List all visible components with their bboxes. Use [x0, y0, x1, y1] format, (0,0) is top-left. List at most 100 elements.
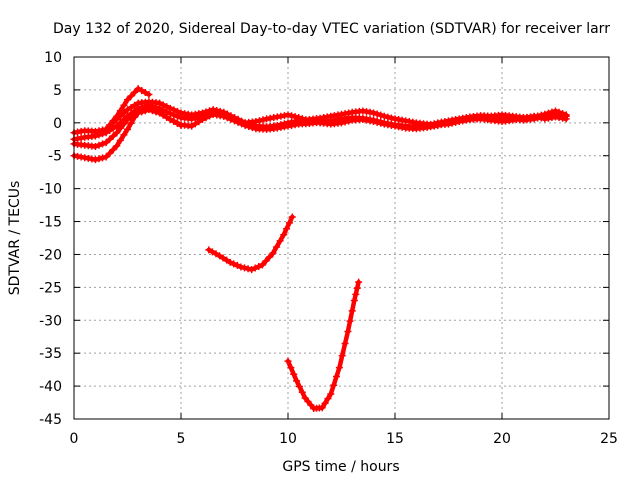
plus-marker	[120, 101, 128, 109]
plus-marker	[350, 297, 358, 305]
y-tick-label: -35	[39, 346, 62, 362]
plus-marker	[91, 131, 99, 139]
x-tick-label: 10	[279, 431, 297, 447]
plus-marker	[166, 116, 174, 124]
plus-marker	[170, 111, 178, 119]
plus-marker	[290, 370, 298, 378]
plus-marker	[537, 114, 545, 122]
plus-marker	[373, 118, 381, 126]
series-arc4	[70, 104, 185, 164]
plus-marker	[230, 260, 238, 268]
plus-marker	[124, 116, 131, 124]
plus-marker	[220, 112, 228, 120]
plus-marker	[223, 114, 231, 122]
plus-marker	[237, 263, 245, 271]
plus-marker	[307, 401, 315, 409]
plus-marker	[206, 112, 214, 120]
plus-marker	[127, 119, 135, 127]
plus-marker	[106, 149, 114, 157]
plus-marker	[116, 124, 124, 132]
plus-marker	[131, 88, 139, 96]
plus-marker	[348, 307, 356, 315]
y-tick-label: 0	[53, 116, 62, 132]
plus-marker	[434, 121, 442, 129]
y-tick-label: -25	[39, 280, 62, 296]
plus-marker	[262, 257, 270, 265]
plus-marker	[441, 120, 449, 128]
plus-marker	[530, 112, 538, 120]
plus-marker	[226, 258, 234, 266]
plus-marker	[131, 113, 139, 121]
plus-marker	[120, 131, 128, 139]
plus-marker	[302, 116, 310, 124]
plus-marker	[177, 121, 185, 129]
series-arc5	[91, 85, 153, 139]
plus-marker	[238, 118, 246, 126]
plus-marker	[170, 118, 178, 126]
plus-marker	[109, 146, 117, 154]
plus-marker	[377, 111, 385, 119]
plus-marker	[95, 129, 103, 137]
plus-marker	[124, 96, 131, 104]
plus-marker	[113, 122, 121, 130]
plus-marker	[99, 127, 107, 135]
plus-marker	[345, 117, 353, 125]
plus-marker	[198, 116, 206, 124]
plus-marker	[273, 243, 281, 251]
plus-marker	[562, 115, 570, 123]
plot-frame	[73, 56, 610, 420]
plus-marker	[138, 87, 146, 95]
plus-marker	[195, 118, 203, 126]
plus-marker	[166, 110, 174, 118]
plus-marker	[344, 327, 352, 335]
plus-marker	[252, 118, 260, 126]
plus-marker	[259, 116, 267, 124]
x-tick-label: 25	[600, 431, 618, 447]
y-tick-label: 5	[53, 83, 62, 99]
x-axis-label: GPS time / hours	[282, 459, 399, 475]
plus-marker	[384, 113, 392, 121]
plus-marker	[265, 253, 273, 261]
plus-marker	[284, 357, 292, 365]
plus-marker	[219, 254, 227, 262]
tick-labels: 0 5 10 15 20 25 10 5 0 -5 -10 -15 -20 -25 -30 -35 -40 -45	[39, 50, 618, 447]
plus-marker	[287, 364, 295, 372]
plus-marker	[91, 156, 99, 164]
plus-marker	[387, 114, 395, 122]
plus-marker	[298, 115, 306, 123]
plus-marker	[99, 154, 107, 162]
plus-marker	[251, 264, 259, 272]
plus-marker	[188, 122, 196, 130]
plus-marker	[341, 340, 349, 348]
plus-marker	[380, 112, 388, 120]
plus-marker	[352, 290, 360, 298]
plus-marker	[109, 124, 117, 132]
plus-marker	[330, 381, 338, 389]
x-tick-label: 15	[386, 431, 404, 447]
plus-marker	[141, 89, 149, 97]
plus-marker	[116, 107, 124, 115]
plus-marker	[152, 107, 160, 115]
plus-marker	[113, 129, 121, 137]
plus-marker	[240, 264, 248, 272]
plus-marker	[212, 250, 220, 258]
plus-marker	[102, 153, 110, 161]
plus-marker	[106, 135, 114, 143]
y-tick-label: -30	[39, 313, 62, 329]
plus-marker	[205, 246, 213, 254]
plus-marker	[346, 317, 354, 325]
plus-marker	[437, 121, 445, 129]
plus-marker	[127, 92, 135, 100]
y-tick-label: -20	[39, 247, 62, 263]
series-arc7	[284, 278, 363, 412]
plus-marker	[338, 119, 345, 127]
plus-marker	[141, 105, 149, 113]
plus-marker	[255, 263, 263, 271]
plus-marker	[191, 120, 199, 128]
plus-marker	[227, 115, 235, 123]
plus-marker	[109, 132, 117, 140]
plus-marker	[134, 107, 142, 115]
plus-marker	[276, 237, 284, 245]
plus-marker	[145, 91, 153, 99]
